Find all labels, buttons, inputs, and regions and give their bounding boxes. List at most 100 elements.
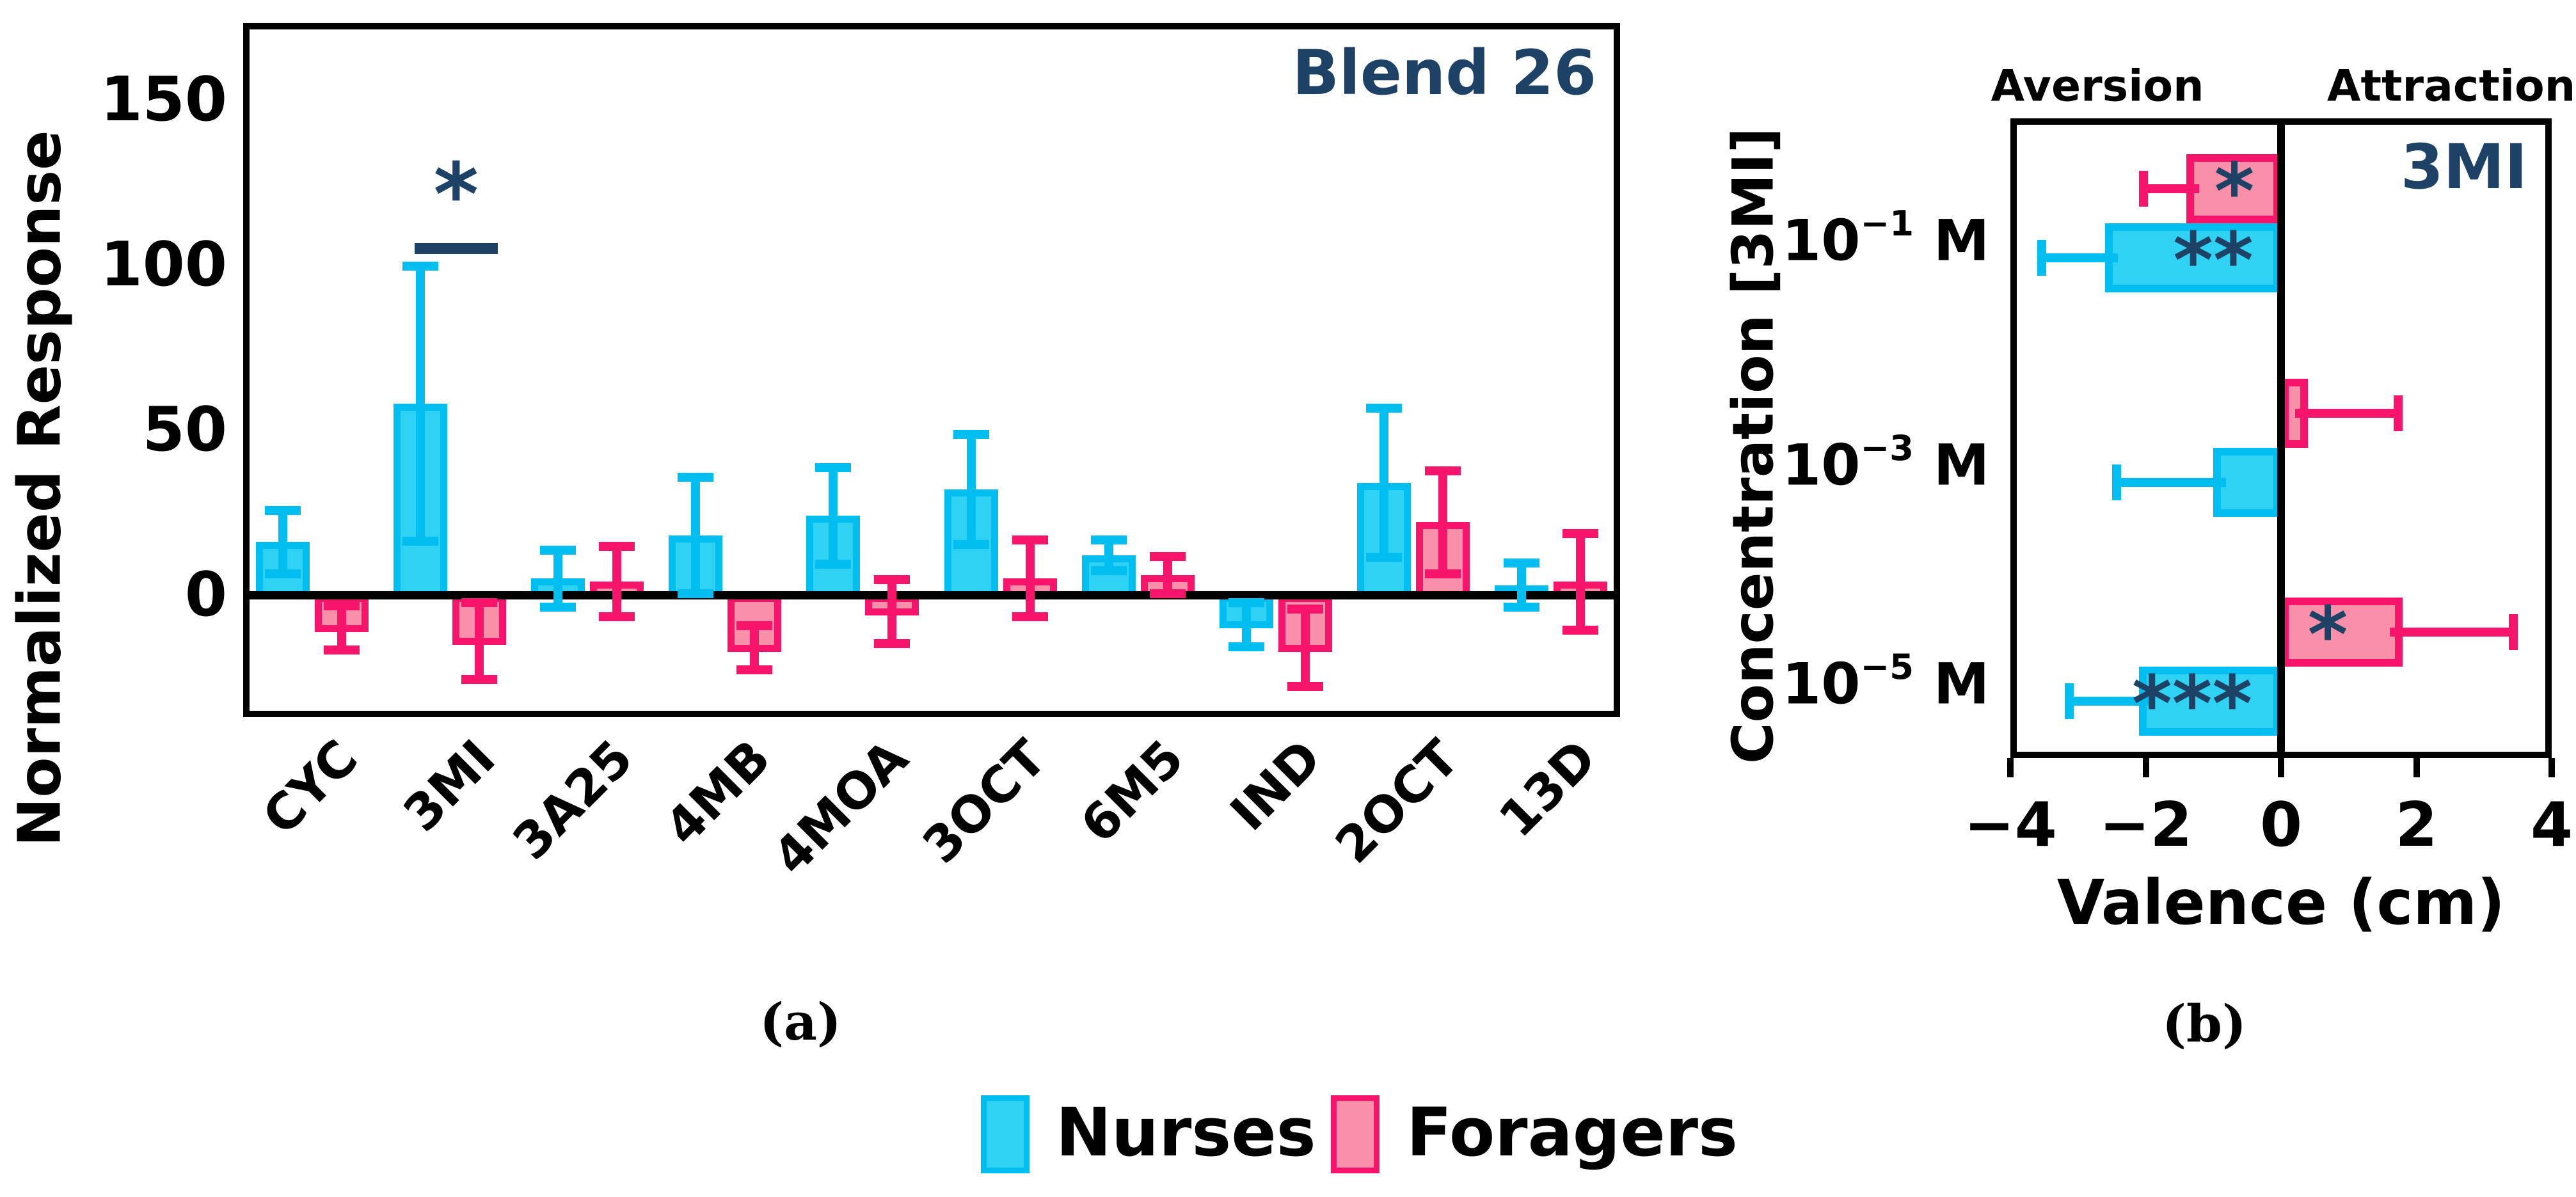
error-cap bbox=[264, 505, 301, 515]
error-cap bbox=[540, 602, 576, 612]
bar-foragers-row3 bbox=[2281, 598, 2403, 667]
x-tick-label--4: −4 bbox=[1964, 790, 2057, 860]
error-bar bbox=[2064, 697, 2152, 706]
panel-b-aversion-label: Aversion bbox=[1991, 61, 2204, 112]
error-cap bbox=[736, 621, 773, 631]
error-bar bbox=[1163, 551, 1172, 599]
legend-swatch-foragers bbox=[1331, 1095, 1379, 1173]
error-cap bbox=[2064, 683, 2074, 719]
error-cap bbox=[2138, 171, 2148, 207]
error-cap bbox=[953, 539, 989, 549]
error-cap bbox=[1425, 466, 1461, 475]
panel-b-attraction-label: Attraction bbox=[2326, 61, 2576, 112]
x-tick-label-4: 4 bbox=[2530, 790, 2573, 860]
x-tick-mark bbox=[2278, 758, 2284, 777]
zero-line bbox=[243, 591, 1620, 599]
error-cap bbox=[1287, 605, 1323, 614]
error-cap bbox=[815, 463, 852, 472]
caption-a: (a) bbox=[759, 992, 841, 1052]
error-cap bbox=[323, 601, 360, 611]
x-tick-label--2: −2 bbox=[2099, 790, 2193, 860]
y-category-label-10⁻³ M: 10−3 M bbox=[1782, 427, 1990, 498]
error-bar bbox=[1242, 598, 1251, 651]
y-tick-label: 50 bbox=[142, 395, 227, 465]
error-cap bbox=[678, 473, 714, 482]
error-cap bbox=[1366, 403, 1403, 413]
legend: Nurses Foragers bbox=[0, 1088, 2576, 1197]
error-cap bbox=[678, 589, 714, 599]
error-cap bbox=[402, 261, 438, 271]
error-bar bbox=[829, 463, 838, 569]
significance-asterisk: * bbox=[2214, 148, 2255, 237]
y-tick-label: 150 bbox=[100, 65, 227, 135]
error-bar bbox=[337, 601, 346, 654]
legend-label-foragers: Foragers bbox=[1406, 1093, 1738, 1171]
x-tick-label-2: 2 bbox=[2395, 790, 2438, 860]
error-cap bbox=[599, 542, 635, 551]
error-cap bbox=[1287, 681, 1323, 691]
error-cap bbox=[1504, 602, 1540, 612]
error-cap bbox=[953, 430, 989, 439]
x-tick-label-0: 0 bbox=[2259, 790, 2303, 860]
x-tick-mark bbox=[2413, 758, 2420, 777]
error-cap bbox=[2111, 464, 2121, 500]
error-bar bbox=[966, 430, 976, 549]
error-cap bbox=[1504, 559, 1540, 568]
error-cap bbox=[1228, 642, 1264, 651]
x-tick-mark bbox=[2007, 758, 2014, 777]
error-cap bbox=[323, 645, 360, 654]
error-bar bbox=[1576, 528, 1586, 635]
error-bar bbox=[612, 542, 621, 622]
error-bar bbox=[2037, 253, 2119, 262]
significance-asterisk: * bbox=[433, 145, 479, 245]
error-cap bbox=[540, 545, 576, 555]
significance-asterisk: ** bbox=[2173, 217, 2254, 306]
error-cap bbox=[1366, 553, 1403, 562]
error-cap bbox=[1012, 612, 1048, 622]
error-cap bbox=[402, 536, 438, 546]
error-cap bbox=[461, 675, 497, 685]
error-bar bbox=[2295, 409, 2403, 418]
y-tick-label: 100 bbox=[100, 230, 227, 300]
y-category-label-10⁻¹ M: 10−1 M bbox=[1782, 203, 1990, 274]
error-bar bbox=[887, 575, 897, 648]
error-cap bbox=[874, 638, 910, 648]
error-bar bbox=[415, 261, 425, 546]
error-bar bbox=[750, 621, 759, 674]
error-cap bbox=[736, 665, 773, 674]
error-cap bbox=[599, 612, 635, 622]
error-cap bbox=[1149, 589, 1186, 599]
error-bar bbox=[1379, 403, 1389, 562]
error-cap bbox=[2394, 395, 2403, 431]
x-tick-mark bbox=[2142, 758, 2149, 777]
error-bar bbox=[278, 505, 287, 579]
error-bar bbox=[2111, 478, 2227, 487]
error-bar bbox=[474, 598, 484, 685]
error-cap bbox=[1562, 528, 1599, 538]
error-bar bbox=[691, 473, 701, 599]
panel-a-plot-border bbox=[243, 23, 1620, 717]
error-cap bbox=[2037, 240, 2047, 276]
y-tick-label: 0 bbox=[184, 560, 227, 630]
panel-b: Concentration [3MI] Aversion Attraction … bbox=[1664, 0, 2576, 1197]
error-cap bbox=[2509, 614, 2518, 650]
error-bar bbox=[1104, 535, 1113, 576]
error-cap bbox=[815, 559, 852, 569]
error-bar bbox=[1517, 559, 1527, 612]
error-cap bbox=[1090, 535, 1127, 545]
error-bar bbox=[1301, 605, 1310, 691]
error-bar bbox=[2390, 628, 2518, 637]
error-cap bbox=[1562, 625, 1599, 635]
bar-foragers-row1 bbox=[2186, 154, 2281, 223]
error-bar bbox=[1025, 535, 1035, 622]
error-cap bbox=[1012, 535, 1048, 545]
panel-a-y-axis-title: Normalized Response bbox=[5, 130, 74, 847]
panel-b-y-axis-title: Concentration [3MI] bbox=[1720, 127, 1786, 764]
error-cap bbox=[1149, 551, 1186, 561]
error-cap bbox=[1425, 569, 1461, 579]
error-cap bbox=[461, 598, 497, 608]
panel-a-title: Blend 26 bbox=[1292, 37, 1596, 109]
error-cap bbox=[264, 569, 301, 579]
significance-line bbox=[414, 243, 498, 254]
